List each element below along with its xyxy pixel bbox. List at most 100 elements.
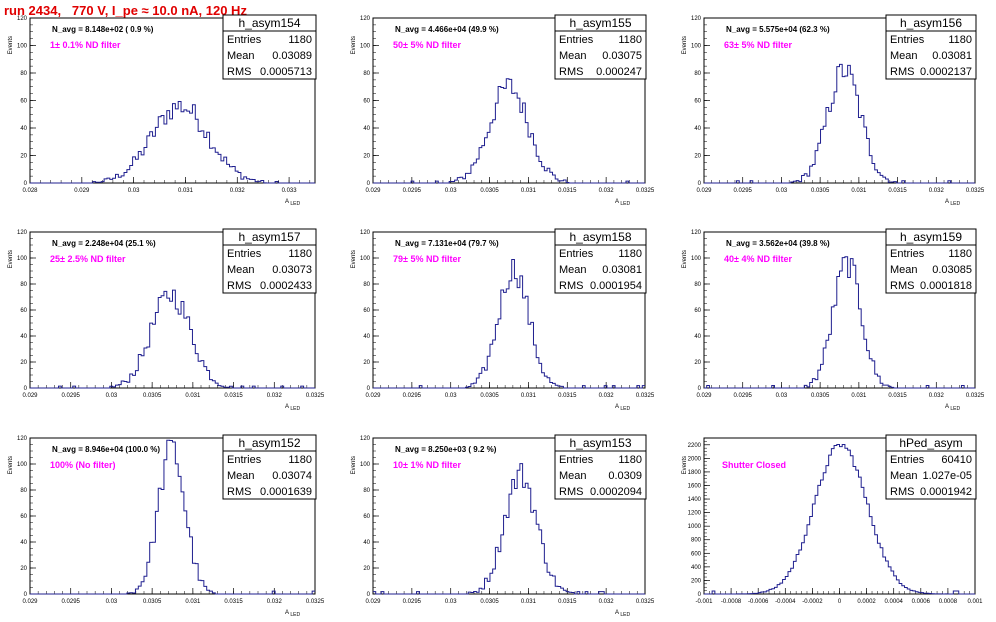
x-tick-label: 0.032 xyxy=(267,393,283,399)
x-tick-label: 0.029 xyxy=(22,393,38,399)
x-tick-label: 0.0002 xyxy=(857,599,876,605)
stats-box xyxy=(222,434,317,500)
x-tick-label: 0.033 xyxy=(282,188,298,194)
x-tick-label: -0.0004 xyxy=(775,599,796,605)
y-tick-label: 0 xyxy=(698,386,702,392)
stat-label: Entries xyxy=(227,454,262,466)
stat-value: 0.03074 xyxy=(272,470,312,482)
stats-box xyxy=(222,228,317,294)
y-tick-label: 60 xyxy=(20,308,27,314)
y-tick-label: 0 xyxy=(24,592,28,598)
x-tick-label: 0.03 xyxy=(128,188,140,194)
stat-value: 0.03075 xyxy=(602,50,642,62)
histogram-panel-h_asym152: 0 20 40 60 80 100 120 0.029 0.0295 0.03 0.0305 0.03… xyxy=(8,434,325,618)
y-tick-label: 20 xyxy=(363,566,370,572)
histogram-panel-h_asym158: 0 20 40 60 80 100 120 0.029 0.0295 0.03 0.0305 0.03… xyxy=(351,228,655,412)
x-axis-title: A LED xyxy=(615,404,631,412)
x-tick-label: 0.032 xyxy=(599,188,615,194)
x-tick-label: -0.0006 xyxy=(748,599,769,605)
histogram-panel-h_asym153: 0 20 40 60 80 100 120 0.029 0.0295 0.03 0.0305 0.03… xyxy=(351,434,655,618)
y-axis-title: Events xyxy=(8,36,14,54)
stat-value: 0.0002094 xyxy=(590,486,642,498)
y-tick-label: 80 xyxy=(20,282,27,288)
x-tick-label: 0.031 xyxy=(521,599,537,605)
y-tick-label: 80 xyxy=(20,71,27,77)
filter-label: 100% (No filter) xyxy=(50,460,116,470)
x-tick-label: 0.0325 xyxy=(306,599,325,605)
stat-value: 0.03089 xyxy=(272,50,312,62)
y-tick-label: 40 xyxy=(363,126,370,132)
histogram-line xyxy=(373,78,645,184)
histogram-line xyxy=(704,63,975,184)
stat-value: 1180 xyxy=(288,248,312,260)
x-tick-label: 0.0295 xyxy=(62,599,81,605)
stat-value: 0.0001942 xyxy=(920,486,972,498)
stats-title: h_asym155 xyxy=(569,16,631,30)
y-tick-label: 0 xyxy=(367,386,371,392)
y-tick-label: 120 xyxy=(17,436,28,442)
histogram-line xyxy=(30,101,315,184)
x-tick-label: 0.029 xyxy=(365,393,381,399)
y-tick-label: 60 xyxy=(363,514,370,520)
histogram-panel-h_asym159: 0 20 40 60 80 100 120 0.029 0.0295 0.03 0.0305 0.03… xyxy=(682,228,985,412)
x-tick-label: 0.029 xyxy=(22,599,38,605)
y-tick-label: 120 xyxy=(691,230,702,236)
y-tick-label: 200 xyxy=(691,578,702,584)
y-tick-label: 40 xyxy=(20,126,27,132)
x-tick-label: 0.03 xyxy=(106,393,118,399)
y-tick-label: 2200 xyxy=(688,443,702,449)
stat-value: 0.03081 xyxy=(602,264,642,276)
navg-label: N_avg = 8.250e+03 ( 9.2 %) xyxy=(395,445,497,454)
x-tick-label: 0.03 xyxy=(445,599,457,605)
stat-value: 0.0001818 xyxy=(920,280,972,292)
y-tick-label: 1200 xyxy=(688,511,702,517)
stat-label: Entries xyxy=(559,248,594,260)
x-tick-label: 0.0325 xyxy=(636,393,655,399)
histogram-panel-h_asym155: 0 20 40 60 80 100 120 0.029 0.0295 0.03 0.0305 0.03… xyxy=(351,14,655,207)
y-tick-label: 0 xyxy=(367,181,371,187)
stat-label: RMS xyxy=(227,66,251,78)
x-tick-label: 0.0325 xyxy=(966,188,985,194)
x-tick-label: 0.0295 xyxy=(403,599,422,605)
filter-label: 79± 5% ND filter xyxy=(393,254,461,264)
stat-label: Mean xyxy=(227,470,255,482)
y-tick-label: 1400 xyxy=(688,497,702,503)
stats-box xyxy=(885,434,977,500)
filter-label: 50± 5% ND filter xyxy=(393,40,461,50)
x-tick-label: 0.0325 xyxy=(966,393,985,399)
y-tick-label: 120 xyxy=(360,16,371,22)
stat-label: RMS xyxy=(890,66,914,78)
x-tick-label: 0.032 xyxy=(267,599,283,605)
y-tick-label: 40 xyxy=(20,540,27,546)
filter-label: 10± 1% ND filter xyxy=(393,460,461,470)
y-tick-label: 120 xyxy=(17,230,28,236)
x-tick-label: 0.032 xyxy=(599,393,615,399)
y-tick-label: 600 xyxy=(691,551,702,557)
x-tick-label: 0.03 xyxy=(776,393,788,399)
x-tick-label: 0.03 xyxy=(445,393,457,399)
y-tick-label: 20 xyxy=(20,154,27,160)
x-tick-label: 0.0315 xyxy=(224,599,243,605)
x-tick-label: 0.031 xyxy=(185,599,201,605)
y-tick-label: 100 xyxy=(691,256,702,262)
x-tick-label: 0.0315 xyxy=(558,188,577,194)
x-tick-label: 0.0315 xyxy=(558,599,577,605)
stat-label: Mean xyxy=(890,264,918,276)
x-tick-label: 0.031 xyxy=(851,188,867,194)
y-tick-label: 0 xyxy=(698,181,702,187)
stats-box xyxy=(554,228,647,294)
stat-value: 1180 xyxy=(618,34,642,46)
x-tick-label: 0.029 xyxy=(365,188,381,194)
x-tick-label: 0.0295 xyxy=(403,188,422,194)
y-tick-label: 40 xyxy=(694,126,701,132)
stats-title: hPed_asym xyxy=(899,436,962,450)
stats-title: h_asym152 xyxy=(238,436,300,450)
y-axis-title: Events xyxy=(8,250,14,268)
x-tick-label: 0.032 xyxy=(929,393,945,399)
x-tick-label: 0.029 xyxy=(365,599,381,605)
x-tick-label: -0.0008 xyxy=(721,599,742,605)
stat-value: 1180 xyxy=(618,248,642,260)
x-tick-label: 0.0315 xyxy=(888,393,907,399)
x-tick-label: 0.029 xyxy=(696,393,712,399)
y-tick-label: 20 xyxy=(363,360,370,366)
